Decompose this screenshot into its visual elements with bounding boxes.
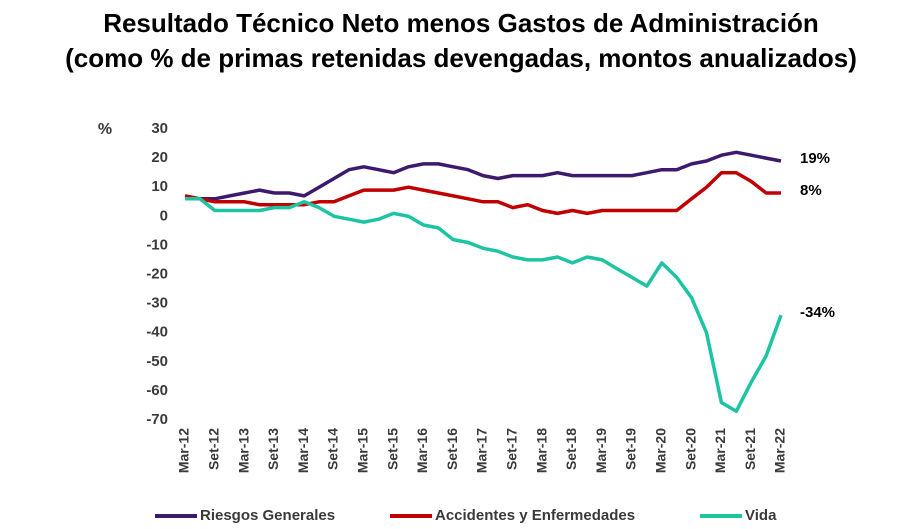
y-tick-label: -30 <box>146 295 168 312</box>
x-tick-label: Mar-21 <box>712 428 728 473</box>
y-tick-label: -60 <box>146 382 168 399</box>
x-tick-label: Mar-14 <box>295 428 311 473</box>
x-tick-label: Set-18 <box>563 428 579 470</box>
end-label: 19% <box>800 150 830 167</box>
y-tick-label: 30 <box>151 120 168 137</box>
x-tick-label: Mar-13 <box>235 428 251 473</box>
y-tick-label: 10 <box>151 178 168 195</box>
y-axis-label: % <box>98 121 112 138</box>
y-tick-label: -50 <box>146 353 168 370</box>
y-tick-label: 20 <box>151 149 168 166</box>
x-tick-label: Mar-17 <box>474 428 490 473</box>
chart-subtitle: (como % de primas retenidas devengadas, … <box>65 43 857 73</box>
x-tick-label: Mar-15 <box>355 428 371 473</box>
x-tick-label: Set-19 <box>623 428 639 470</box>
x-tick-label: Mar-12 <box>176 428 192 473</box>
x-tick-label: Set-14 <box>325 428 341 470</box>
legend-label: Accidentes y Enfermedades <box>435 507 635 524</box>
x-tick-label: Set-15 <box>384 428 400 470</box>
y-tick-label: -20 <box>146 265 168 282</box>
chart-title: Resultado Técnico Neto menos Gastos de A… <box>103 8 819 38</box>
x-tick-label: Mar-18 <box>533 428 549 473</box>
x-tick-label: Mar-20 <box>653 428 669 473</box>
x-tick-label: Set-20 <box>682 428 698 470</box>
series-line <box>185 150 782 201</box>
x-tick-label: Set-13 <box>265 428 281 470</box>
x-tick-label: Mar-16 <box>414 428 430 473</box>
y-tick-label: -40 <box>146 324 168 341</box>
x-tick-label: Set-21 <box>742 428 758 470</box>
x-tick-label: Set-16 <box>444 428 460 470</box>
x-tick-label: Mar-22 <box>772 428 788 473</box>
end-label: -34% <box>800 304 835 321</box>
x-tick-label: Mar-19 <box>593 428 609 473</box>
x-tick-label: Set-17 <box>504 428 520 470</box>
x-tick-label: Set-12 <box>206 428 222 470</box>
y-tick-label: -10 <box>146 236 168 253</box>
legend-label: Riesgos Generales <box>200 507 335 524</box>
y-tick-label: -70 <box>146 411 168 428</box>
y-tick-label: 0 <box>160 207 168 224</box>
series-line <box>185 197 783 414</box>
legend-label: Vida <box>745 507 777 524</box>
series-line <box>184 170 781 216</box>
end-label: 8% <box>800 182 822 199</box>
